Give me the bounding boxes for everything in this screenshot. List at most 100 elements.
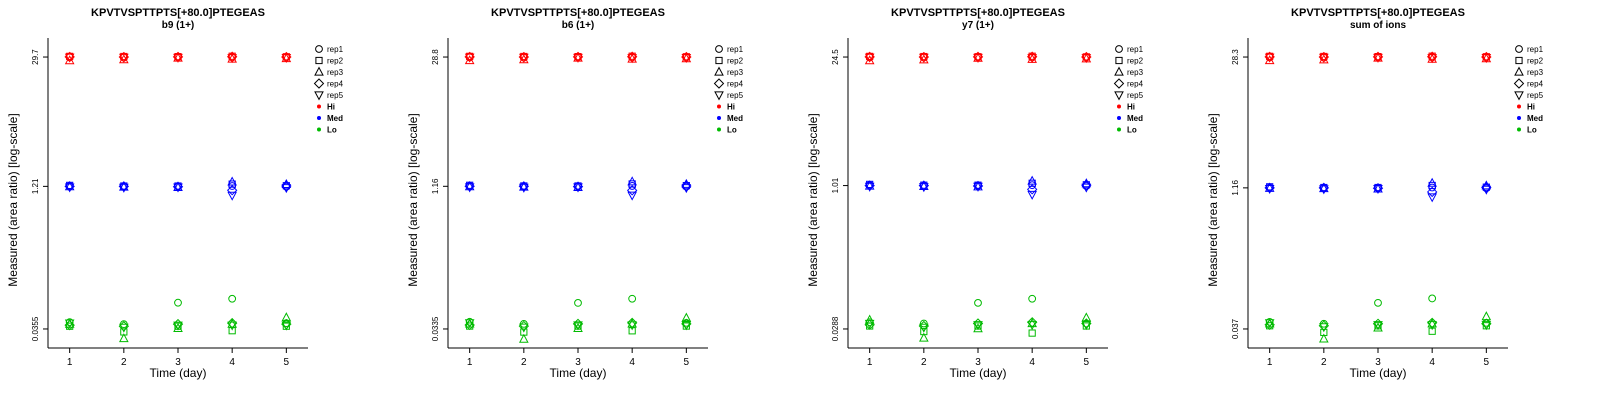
- dot-legend-icon: [1517, 104, 1521, 109]
- data-point-med-rep5: [1081, 183, 1092, 193]
- legend-label-rep1: rep1: [327, 45, 344, 54]
- dot-legend-icon: [717, 116, 721, 120]
- triangle-up-legend-icon: [1114, 66, 1124, 76]
- y-tick-label: 0.037: [1231, 318, 1240, 339]
- data-point-med-rep5: [519, 183, 529, 193]
- triangle-up-legend-icon: [314, 66, 324, 76]
- x-axis-label: Time (day): [149, 366, 207, 380]
- x-tick-label: 3: [975, 357, 981, 368]
- data-point-lo-rep3: [119, 333, 129, 343]
- data-point-lo-rep3: [1319, 333, 1329, 343]
- x-tick-label: 5: [684, 357, 690, 368]
- legend-label-med: Med: [727, 114, 743, 123]
- data-point-med-rep5: [973, 182, 983, 192]
- x-tick-label: 4: [1029, 357, 1035, 368]
- data-point-lo-rep5: [1481, 321, 1492, 331]
- legend-label-rep5: rep5: [1527, 91, 1544, 100]
- data-point-lo-rep5: [119, 323, 129, 333]
- legend-label-rep2: rep2: [727, 57, 744, 66]
- dot-legend-icon: [317, 116, 321, 120]
- data-point-hi-rep5: [1264, 53, 1275, 63]
- data-point-hi-rep5: [227, 54, 238, 64]
- data-point-hi-rep5: [919, 53, 929, 63]
- legend-label-hi: Hi: [727, 103, 735, 112]
- data-point-lo-rep5: [681, 321, 692, 331]
- y-tick-label: 28.8: [431, 49, 440, 65]
- data-point-hi-rep5: [973, 53, 983, 63]
- data-point-lo-rep5: [973, 321, 983, 331]
- data-point-lo-rep3: [173, 322, 183, 332]
- data-point-med-rep4: [226, 185, 238, 196]
- data-point-lo-rep5: [227, 321, 238, 331]
- data-point-lo-rep5: [64, 319, 75, 329]
- chart-subtitle: sum of ions: [1349, 20, 1407, 31]
- legend-label-lo: Lo: [1527, 126, 1537, 135]
- legend-label-rep2: rep2: [1127, 57, 1144, 66]
- data-point-lo-rep5: [464, 319, 475, 329]
- legend-label-rep5: rep5: [1127, 91, 1144, 100]
- x-tick-label: 5: [284, 357, 290, 368]
- data-point-med-rep5: [919, 183, 929, 193]
- data-point-med-rep5: [1027, 190, 1038, 200]
- data-point-lo-rep3: [973, 323, 983, 333]
- x-tick-label: 2: [521, 357, 527, 368]
- data-point-med-rep5: [1264, 184, 1275, 195]
- x-tick-label: 3: [175, 357, 181, 368]
- data-point-hi-rep5: [864, 53, 875, 63]
- data-point-med-rep3: [1264, 182, 1275, 192]
- legend-label-rep3: rep3: [1527, 68, 1544, 77]
- data-point-lo-rep4: [1026, 317, 1038, 328]
- data-point-lo-rep5: [1427, 321, 1438, 331]
- y-tick-label: 28.3: [1231, 49, 1240, 65]
- legend-label-rep3: rep3: [727, 68, 744, 77]
- data-point-lo-rep1: [174, 298, 182, 307]
- data-point-lo-rep5: [519, 323, 529, 333]
- data-point-lo-rep1: [1428, 294, 1437, 303]
- dot-legend-icon: [1517, 116, 1521, 120]
- legend-label-rep4: rep4: [727, 80, 744, 89]
- x-tick-label: 3: [1375, 357, 1381, 368]
- chart-panel-b9: KPVTVSPTTPTS[+80.0]PTEGEAS b9 (1+) Measu…: [0, 0, 400, 400]
- chart-title: KPVTVSPTTPTS[+80.0]PTEGEAS: [91, 7, 265, 19]
- legend-label-hi: Hi: [1127, 103, 1135, 112]
- data-point-lo-rep5: [1081, 321, 1092, 331]
- data-point-med-rep5: [1319, 185, 1329, 195]
- x-tick-label: 1: [67, 357, 73, 368]
- y-tick-label: 24.5: [831, 49, 840, 65]
- data-point-lo-rep4: [64, 319, 75, 331]
- data-point-hi-rep5: [281, 53, 292, 64]
- triangle-up-legend-icon: [714, 66, 724, 76]
- data-point-med-rep5: [227, 191, 238, 201]
- data-point-hi-rep5: [64, 53, 75, 63]
- chart-panel-sum-of-ions: KPVTVSPTTPTS[+80.0]PTEGEAS sum of ions M…: [1200, 0, 1600, 400]
- dot-legend-icon: [717, 104, 721, 109]
- data-point-lo-rep5: [627, 321, 638, 331]
- data-point-lo-rep5: [1027, 321, 1038, 331]
- x-tick-label: 2: [921, 357, 927, 368]
- legend-label-lo: Lo: [327, 126, 337, 135]
- data-point-med-rep3: [119, 181, 129, 191]
- data-point-lo-rep3: [681, 312, 692, 322]
- data-point-med-rep3: [627, 176, 638, 186]
- data-point-med-rep5: [281, 184, 292, 194]
- dot-legend-icon: [1517, 127, 1521, 132]
- data-point-med-rep5: [1373, 184, 1383, 195]
- data-point-hi-rep5: [1427, 54, 1438, 64]
- legend-label-lo: Lo: [727, 126, 737, 135]
- data-point-med-rep3: [64, 181, 75, 191]
- x-tick-label: 4: [1429, 357, 1435, 368]
- data-point-med-rep5: [681, 184, 692, 194]
- data-point-lo-rep5: [173, 321, 183, 331]
- data-point-lo-rep3: [573, 322, 583, 332]
- data-point-med-rep5: [1427, 193, 1438, 203]
- chart-subtitle: y7 (1+): [962, 20, 994, 31]
- legend-label-med: Med: [327, 114, 343, 123]
- legend-label-rep4: rep4: [1527, 80, 1544, 89]
- x-axis-label: Time (day): [1349, 366, 1407, 380]
- data-point-lo-rep3: [519, 333, 529, 343]
- triangle-down-legend-icon: [1514, 91, 1524, 101]
- x-tick-label: 5: [1084, 357, 1090, 368]
- x-tick-label: 2: [1321, 357, 1327, 368]
- data-point-med-rep3: [864, 180, 875, 190]
